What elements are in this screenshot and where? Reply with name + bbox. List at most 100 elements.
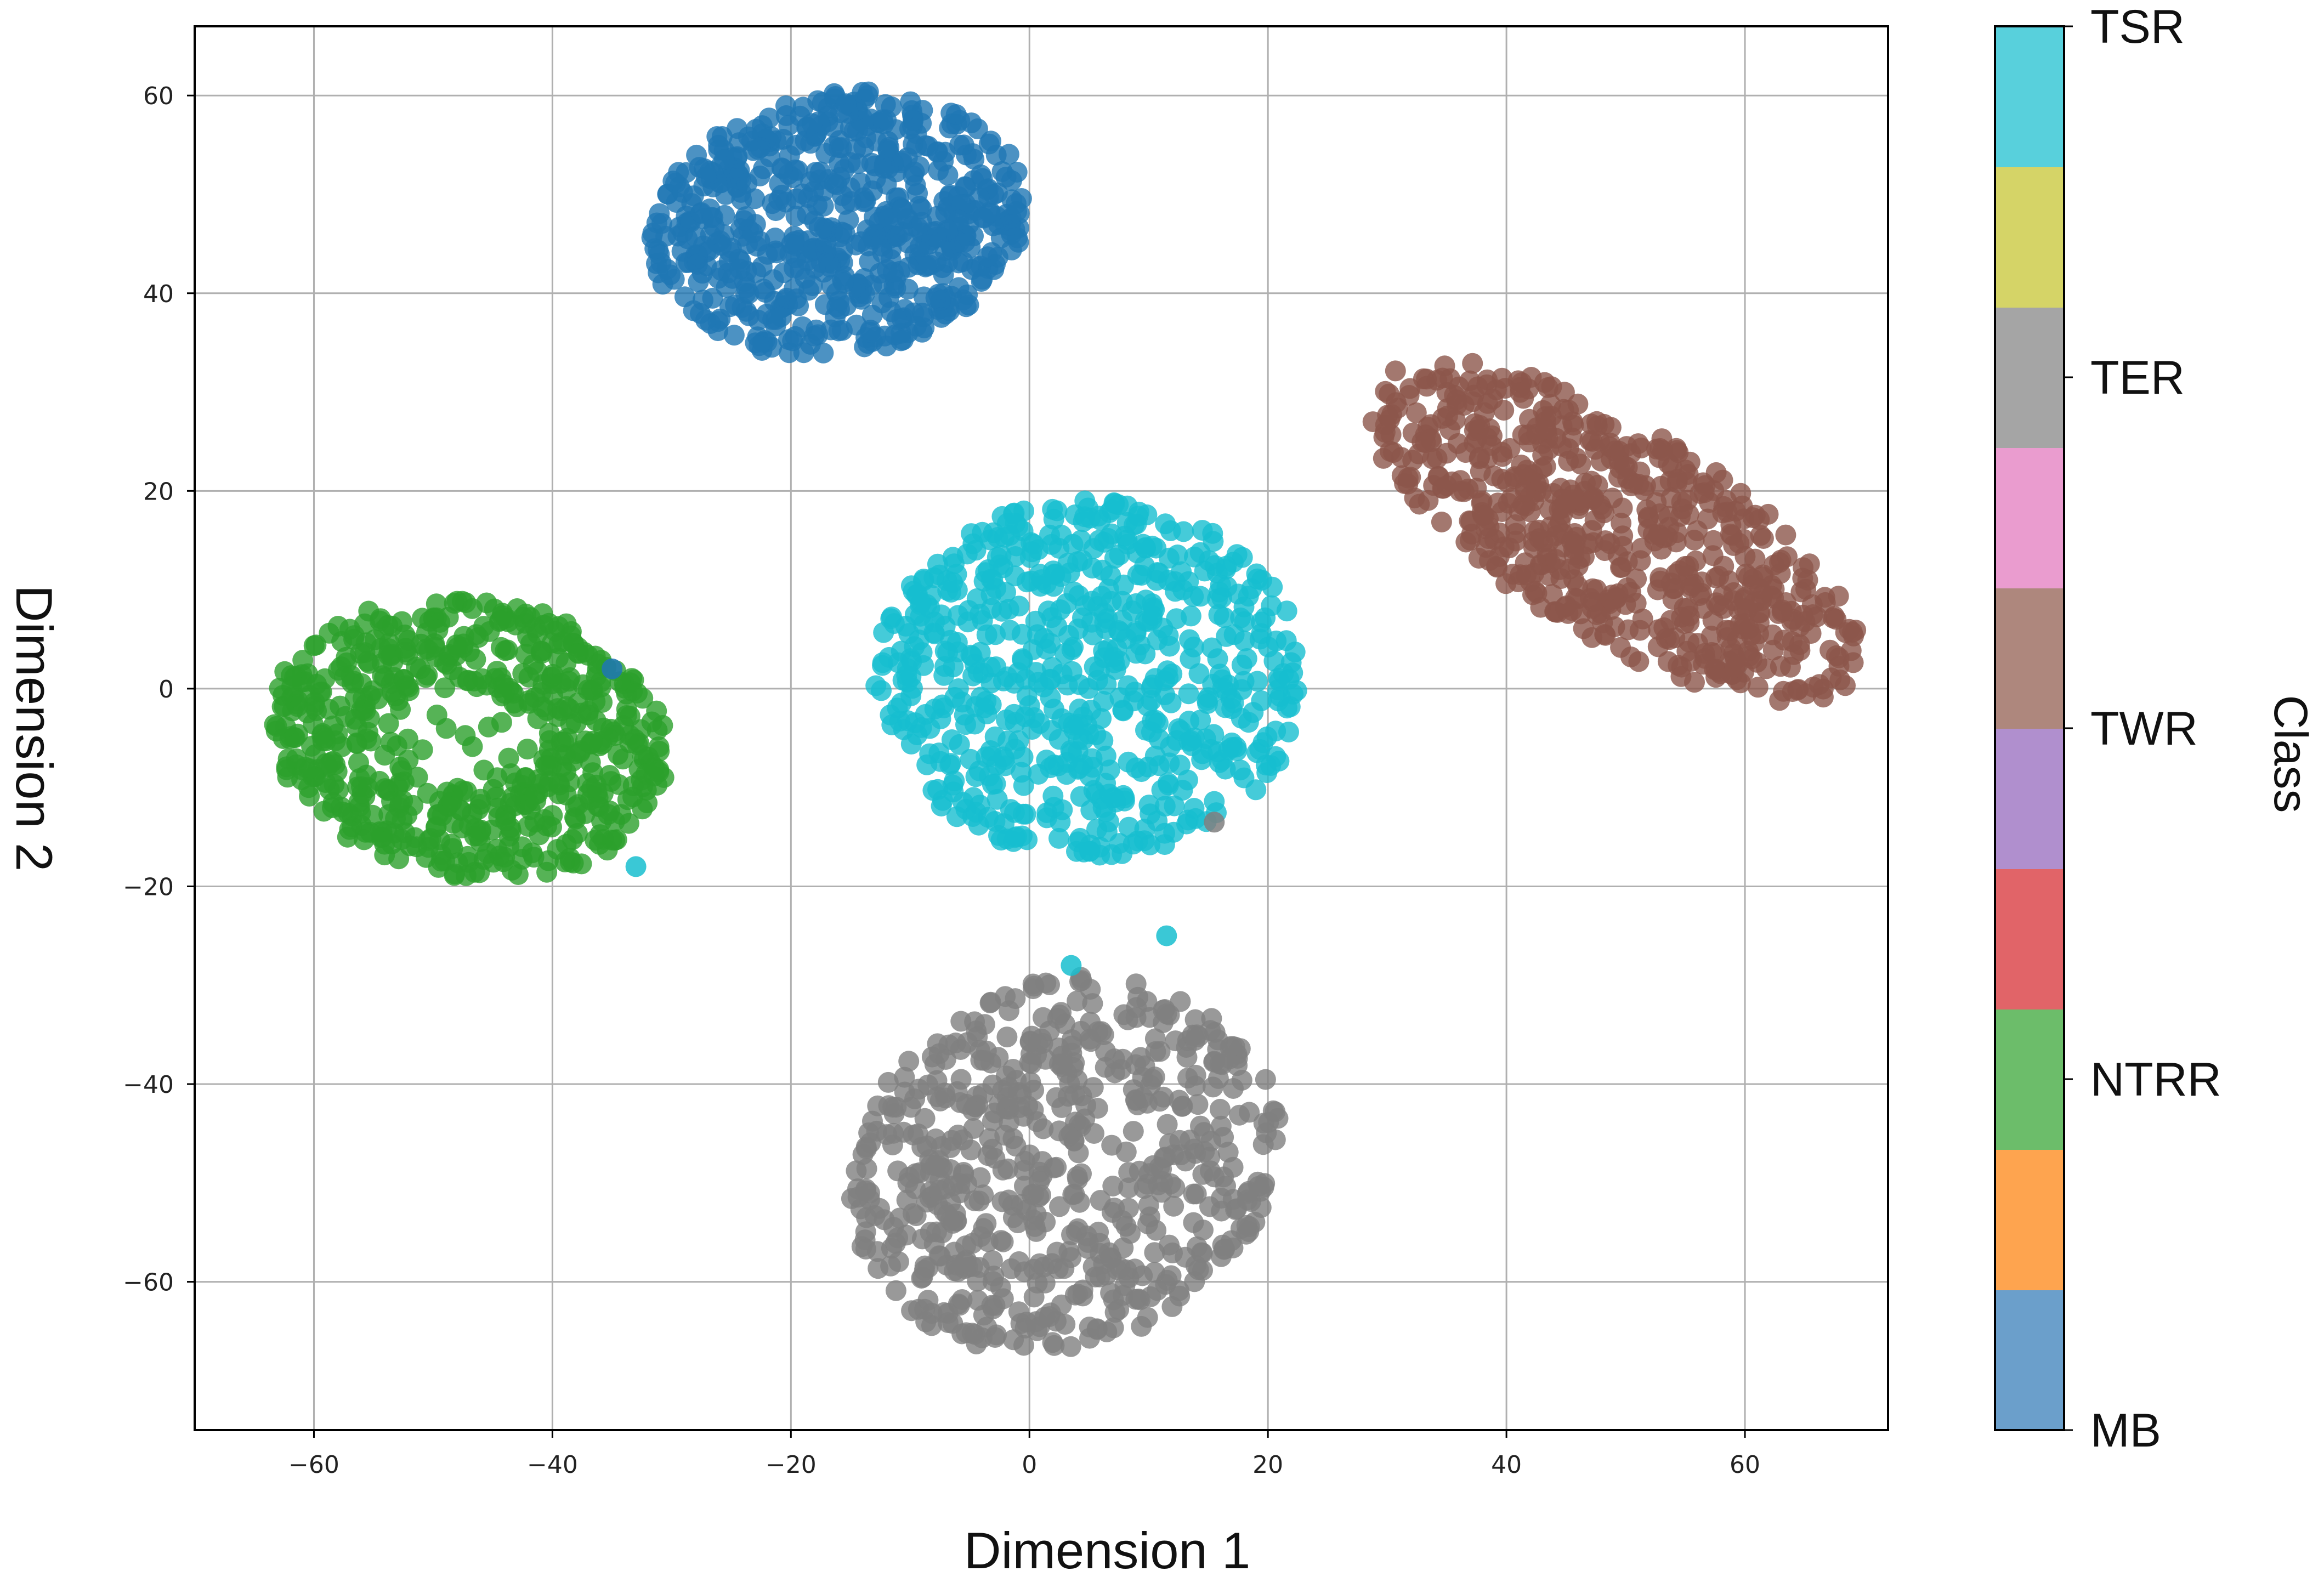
scatter-point [536,861,558,883]
scatter-point [1139,1007,1160,1028]
scatter-point [1408,443,1430,464]
scatter-point [954,705,975,726]
scatter-point [1071,970,1092,991]
x-axis-label: Dimension 1 [964,1522,1250,1579]
scatter-point [1118,1177,1140,1199]
scatter-point [1685,550,1707,571]
scatter-point [926,226,947,248]
scatter-point [1157,1114,1178,1135]
scatter-point [1616,436,1637,457]
scatter-point [398,629,419,651]
scatter-point [847,120,868,141]
scatter-point [1806,606,1828,627]
scatter-point [785,134,807,156]
scatter-point [1046,500,1068,521]
scatter-point [1090,1190,1111,1211]
scatter-point [750,137,771,158]
scatter-point [1048,827,1069,849]
scatter-point [996,666,1018,688]
scatter-point [985,624,1006,645]
scatter-point [1198,687,1219,708]
scatter-point [1416,368,1437,390]
scatter-point [1492,367,1513,389]
scatter-point [311,681,332,702]
scatter-point [1096,821,1118,842]
scatter-point [1082,757,1103,778]
scatter-point [1744,632,1765,653]
scatter-point [294,757,316,778]
scatter-point [360,730,382,752]
scatter-point [1676,472,1698,493]
scatter-point [1582,627,1603,648]
scatter-point [455,592,477,614]
scatter-point [1535,456,1556,477]
scatter-point [1716,490,1737,511]
colorbar-segment [1995,447,2064,588]
scatter-point [1145,1041,1166,1062]
scatter-point [1246,671,1268,692]
scatter-point [1221,1230,1242,1251]
scatter-point [772,158,793,179]
scatter-point [651,213,672,234]
scatter-point [320,752,342,773]
scatter-point [792,183,813,205]
scatter-point [1650,475,1671,497]
scatter-point [1091,708,1112,729]
scatter-point [695,166,717,188]
scatter-point [688,271,709,292]
scatter-point [972,269,993,290]
scatter-point [1432,367,1453,389]
scatter-point [900,91,921,112]
scatter-point [298,777,319,798]
scatter-point [984,1102,1006,1124]
scatter-point [942,774,963,796]
scatter-point [903,110,924,131]
scatter-point [1160,520,1181,541]
scatter-point [1061,1247,1082,1268]
scatter-point [1247,568,1268,589]
scatter-point [1545,602,1566,623]
scatter-point [465,649,486,670]
scatter-point [984,1327,1006,1348]
scatter-point [332,801,353,823]
scatter-point [616,705,637,726]
scatter-point [1097,608,1118,629]
scatter-point [1719,620,1740,641]
scatter-point [859,1182,880,1204]
y-tick-label: 60 [143,82,174,110]
scatter-point [1184,1075,1206,1097]
scatter-point [1193,1220,1214,1241]
scatter-point [1014,706,1036,728]
scatter-point [1701,642,1722,663]
scatter-point [1609,458,1631,479]
scatter-point [524,784,546,805]
scatter-point [1483,465,1505,486]
scatter-point [577,704,599,725]
scatter-point [1819,639,1841,661]
scatter-point [902,678,923,699]
scatter-point [973,207,994,229]
scatter-point [469,862,490,883]
scatter-point [937,252,959,273]
scatter-point [417,665,438,686]
scatter-point [1019,1030,1041,1052]
scatter-point [1749,612,1770,633]
scatter-point [1091,789,1112,810]
scatter-point [968,814,989,836]
scatter-point [1843,652,1864,673]
scatter-point [565,808,586,830]
scatter-point [813,196,834,217]
scatter-point [1193,1122,1215,1143]
scatter-point [1251,611,1272,633]
scatter-point [968,187,990,208]
y-axis-label: Dimension 2 [5,585,63,871]
scatter-point [359,653,380,674]
scatter-point [1671,606,1692,628]
scatter-point [711,260,732,281]
scatter-point [1213,1166,1234,1188]
scatter-point [481,819,503,841]
scatter-point [1611,513,1632,534]
scatter-point [1265,721,1286,742]
colorbar-tick-label: NTRR [2090,1053,2221,1106]
